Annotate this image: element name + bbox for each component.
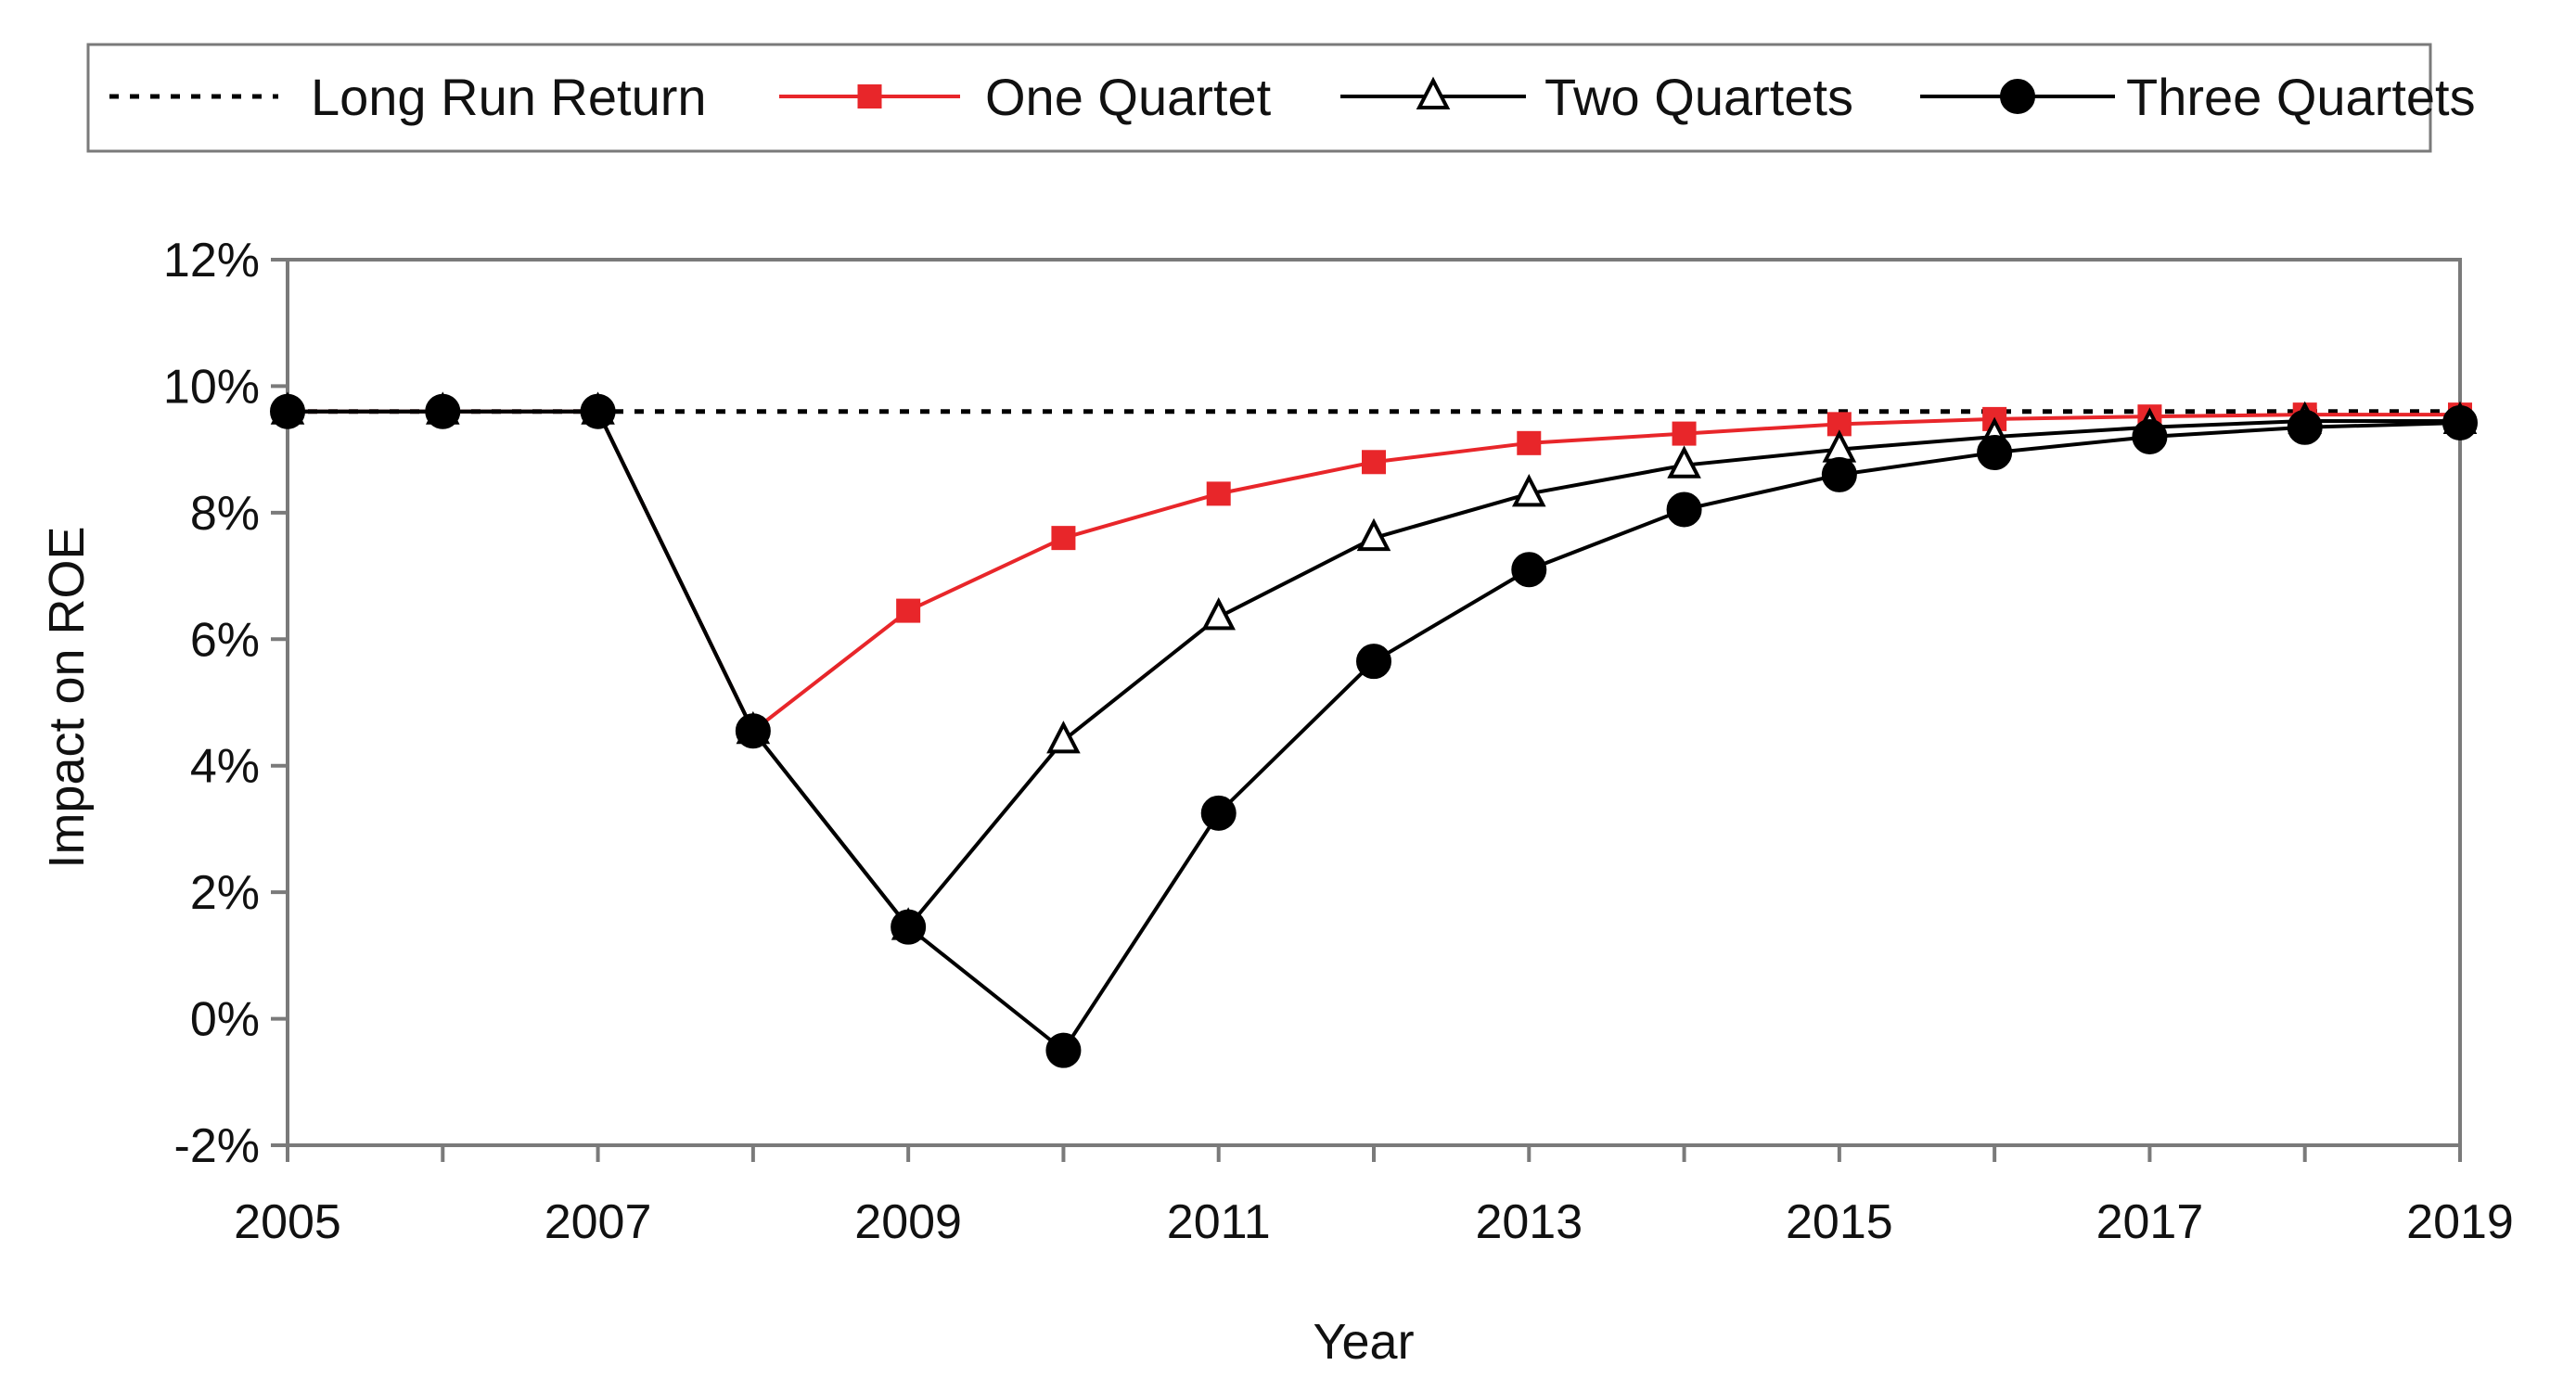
data-point-three-quartets bbox=[1977, 435, 2013, 471]
data-point-three-quartets bbox=[891, 909, 927, 945]
x-tick-label: 2019 bbox=[2406, 1195, 2514, 1249]
y-tick-label: 6% bbox=[190, 613, 260, 667]
legend-marker-three-quartets bbox=[2000, 79, 2035, 114]
data-point-three-quartets bbox=[2442, 404, 2478, 440]
data-point-three-quartets bbox=[1511, 552, 1547, 588]
x-tick-label: 2015 bbox=[1786, 1195, 1893, 1249]
y-tick-label: 0% bbox=[190, 993, 260, 1047]
data-point-three-quartets bbox=[270, 393, 305, 429]
data-point-three-quartets bbox=[1356, 644, 1391, 680]
series-line-three-quartets bbox=[288, 409, 2461, 1053]
data-point-two-quartets bbox=[1356, 517, 1391, 552]
y-tick-label: 10% bbox=[163, 360, 260, 414]
y-tick-label: 8% bbox=[190, 487, 260, 541]
data-point-three-quartets bbox=[1821, 456, 1857, 492]
x-axis-title: Year bbox=[1313, 1314, 1414, 1370]
axes: 12% 10% 8% 6% 4% 2% 0% -2% 2005 2007 2009 2011 2013 2… bbox=[163, 234, 2514, 1249]
x-tick-label: 2005 bbox=[234, 1195, 341, 1249]
data-point-one-quartet bbox=[896, 598, 921, 623]
y-axis-title: Impact on ROE bbox=[39, 526, 95, 868]
legend-label-three-quartets: Three Quartets bbox=[2126, 68, 2476, 126]
data-point-one-quartet bbox=[1362, 450, 1386, 475]
series-three-quartets bbox=[270, 393, 2478, 1068]
data-point-three-quartets bbox=[580, 393, 616, 429]
data-point-two-quartets bbox=[1201, 597, 1237, 631]
legend-item-three-quartets: Three Quartets bbox=[1920, 68, 2476, 126]
y-tick-label: 2% bbox=[190, 866, 260, 920]
y-tick-label: -2% bbox=[174, 1119, 260, 1173]
y-tick-label: 4% bbox=[190, 740, 260, 794]
data-point-one-quartet bbox=[1517, 430, 1542, 455]
data-point-three-quartets bbox=[735, 713, 771, 749]
data-point-two-quartets bbox=[1046, 721, 1081, 754]
data-point-one-quartet bbox=[1051, 526, 1076, 551]
data-point-three-quartets bbox=[1200, 795, 1237, 831]
data-point-three-quartets bbox=[425, 393, 461, 429]
legend-label-one-quartet: One Quartet bbox=[985, 68, 1272, 126]
x-tick-label: 2017 bbox=[2096, 1195, 2204, 1249]
x-tick-label: 2009 bbox=[854, 1195, 962, 1249]
plot-frame bbox=[286, 258, 2462, 1147]
legend-label-two-quartets: Two Quartets bbox=[1544, 68, 1853, 126]
data-point-three-quartets bbox=[2132, 419, 2168, 454]
data-point-three-quartets bbox=[1045, 1032, 1082, 1068]
legend-label-long-run-return: Long Run Return bbox=[311, 68, 707, 126]
data-point-two-quartets bbox=[1667, 445, 1701, 479]
data-point-one-quartet bbox=[1672, 421, 1697, 446]
data-point-two-quartets bbox=[1511, 474, 1546, 507]
legend-item-one-quartet: One Quartet bbox=[779, 68, 1272, 126]
x-tick-label: 2013 bbox=[1475, 1195, 1583, 1249]
legend-item-two-quartets: Two Quartets bbox=[1340, 68, 1853, 126]
data-point-three-quartets bbox=[2287, 409, 2323, 445]
y-tick-label: 12% bbox=[163, 234, 260, 287]
legend-marker-two-quartets bbox=[1416, 76, 1451, 109]
legend-marker-one-quartet bbox=[857, 84, 882, 108]
legend-item-long-run-return: Long Run Return bbox=[109, 68, 707, 126]
series-plot-area bbox=[270, 391, 2478, 1068]
data-point-one-quartet bbox=[1206, 481, 1231, 506]
x-tick-label: 2007 bbox=[545, 1195, 652, 1249]
x-tick-label: 2011 bbox=[1167, 1195, 1271, 1249]
legend: Long Run Return One Quartet Two Quartets Th… bbox=[86, 43, 2476, 153]
data-point-three-quartets bbox=[1666, 491, 1702, 528]
